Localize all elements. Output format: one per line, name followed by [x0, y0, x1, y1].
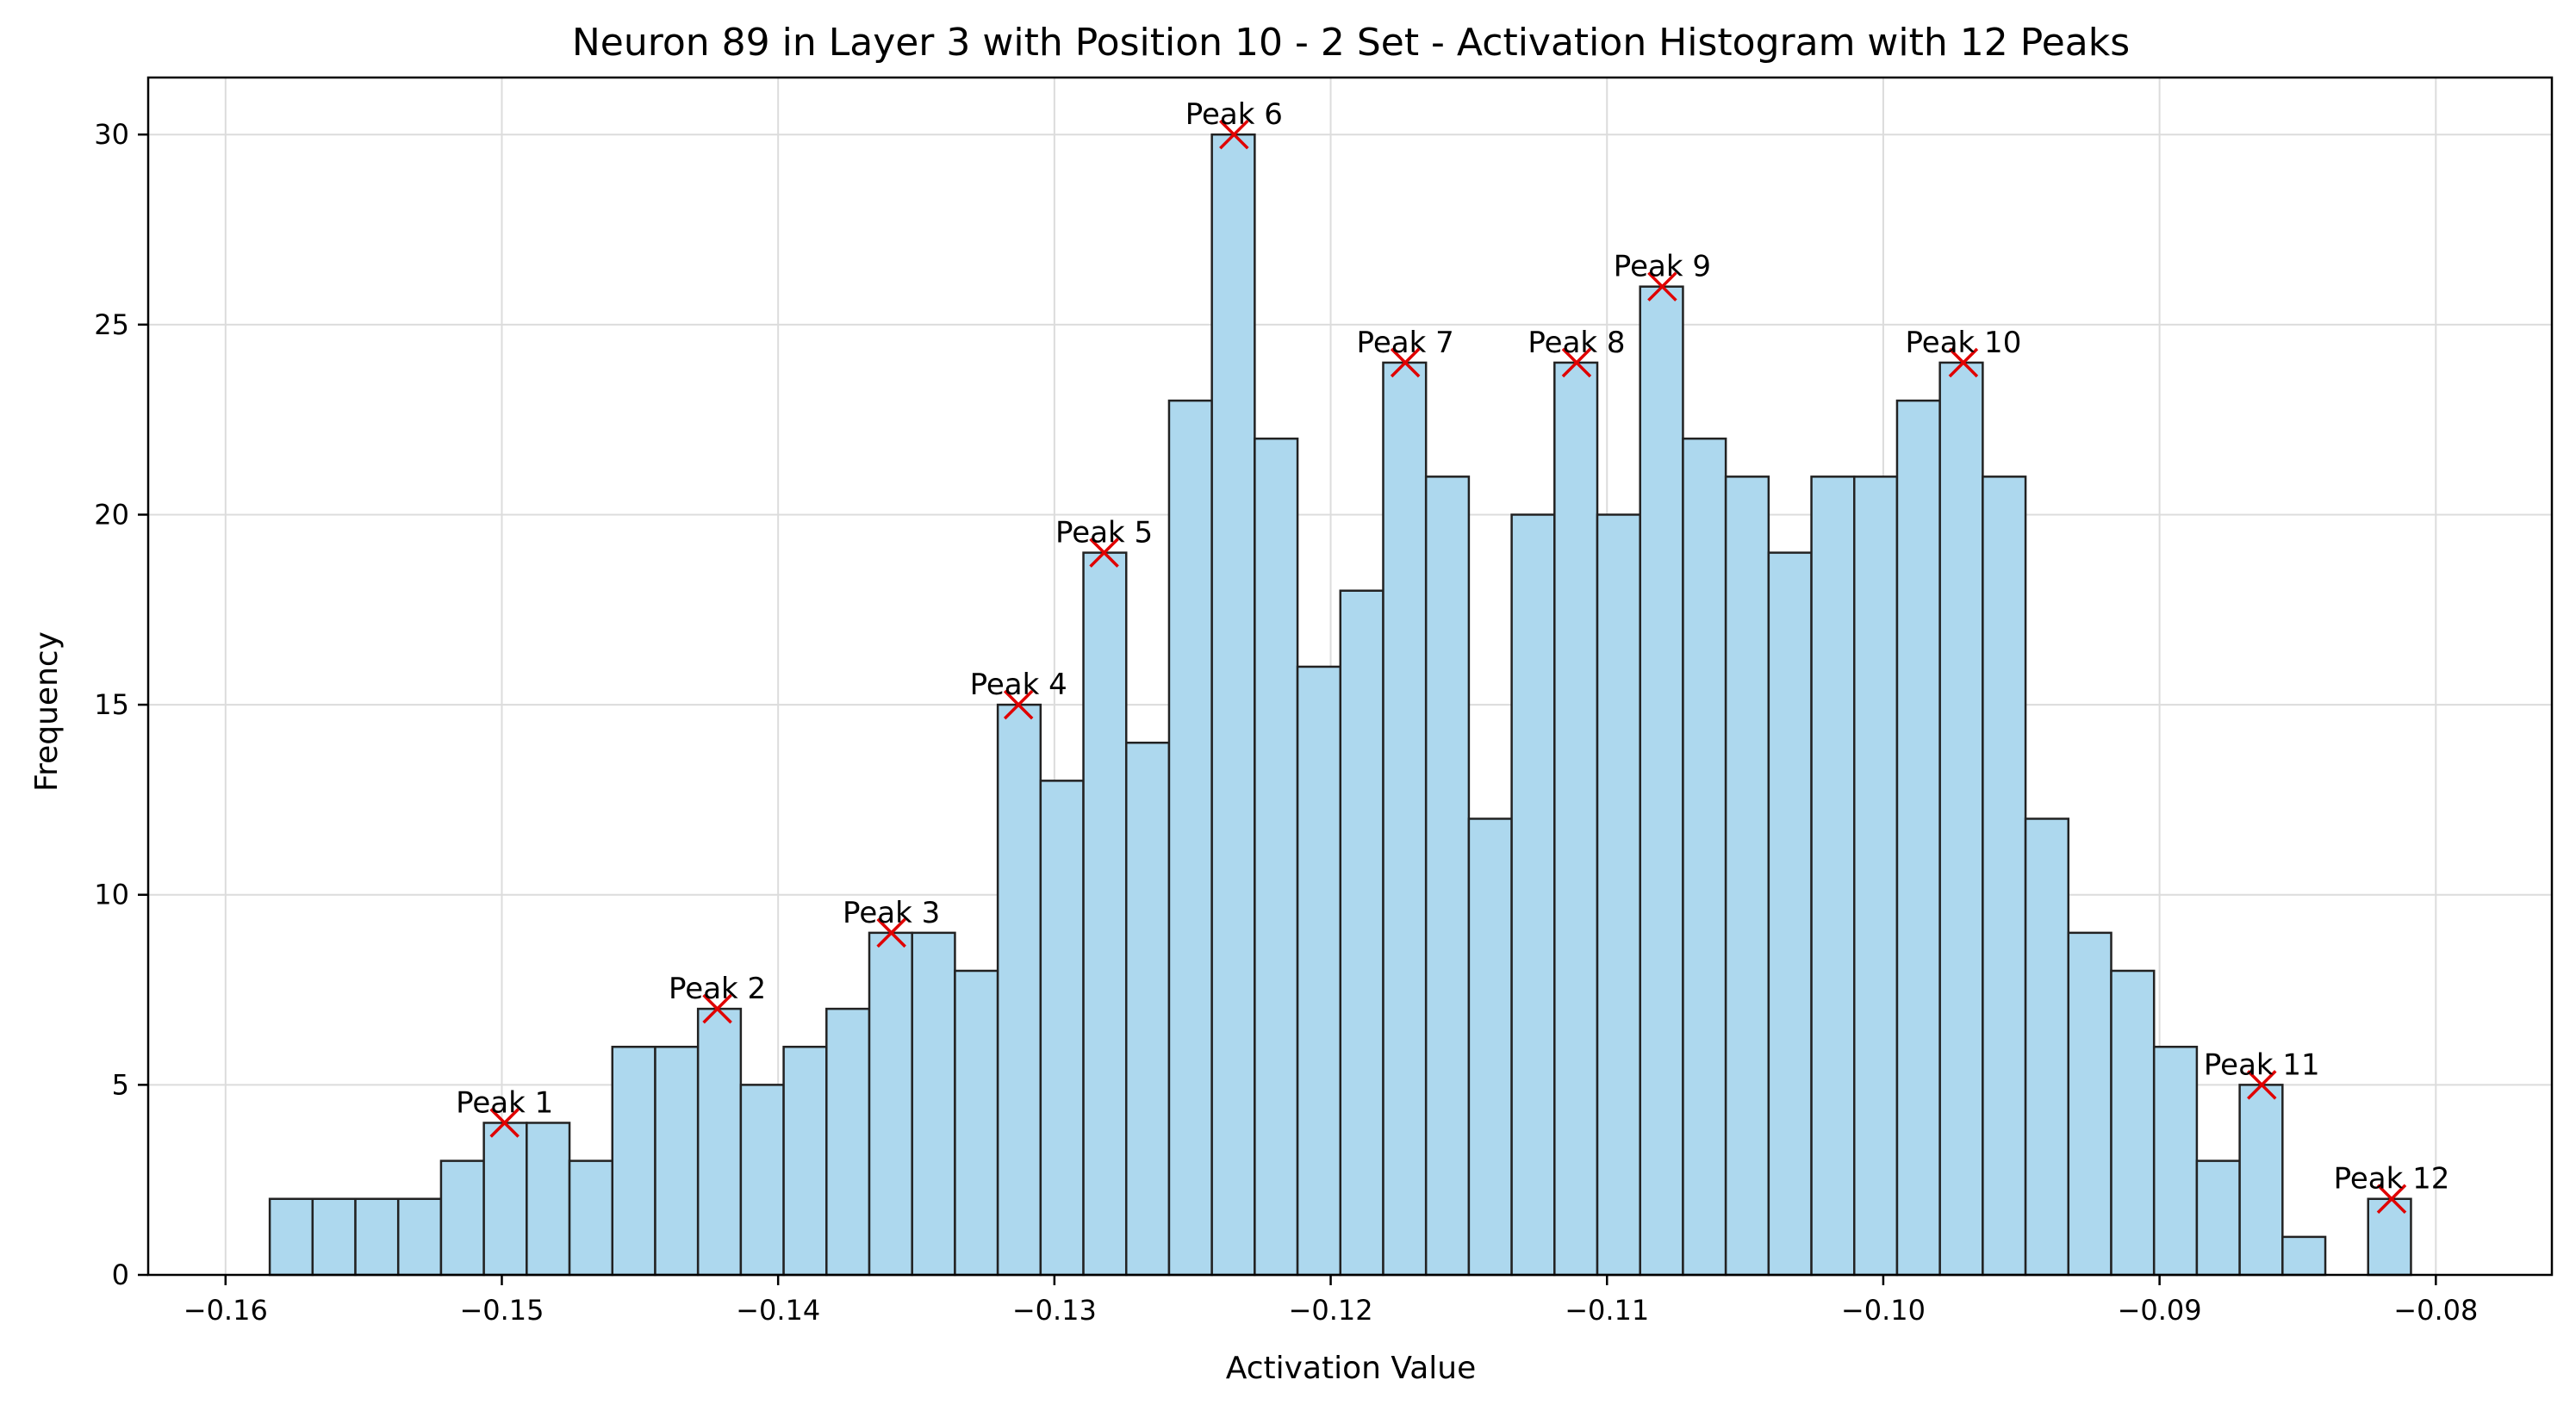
histogram-bar-32	[1596, 513, 1641, 1277]
histogram-bar-11	[696, 1007, 743, 1277]
histogram-bar-25	[1296, 665, 1342, 1277]
histogram-bar-41	[1982, 476, 2027, 1277]
x-tick-label-4: −0.12	[1289, 1294, 1373, 1327]
peak-label-6: Peak 6	[1185, 97, 1283, 132]
y-tick-label-6: 30	[94, 118, 129, 151]
peak-label-1: Peak 1	[456, 1085, 553, 1120]
plot-frame	[146, 76, 2554, 1277]
peak-marker-11	[2247, 1070, 2277, 1100]
peak-label-4: Peak 4	[970, 668, 1067, 702]
histogram-bar-19	[1039, 780, 1085, 1277]
histogram-bar-48	[2281, 1235, 2327, 1277]
peak-marker-2	[702, 993, 732, 1024]
x-tick-label-0: −0.16	[184, 1294, 268, 1327]
histogram-bar-36	[1767, 551, 1813, 1277]
histogram-bar-43	[2067, 931, 2112, 1277]
y-tick-label-1: 5	[112, 1068, 129, 1101]
histogram-bar-30	[1510, 513, 1556, 1277]
histogram-bar-47	[2238, 1084, 2284, 1277]
y-tick-label-2: 10	[94, 879, 129, 911]
histogram-bar-2	[311, 1197, 357, 1277]
histogram-bar-17	[954, 969, 999, 1277]
histogram-bar-31	[1553, 361, 1599, 1277]
histogram-bar-35	[1724, 476, 1770, 1277]
peak-marker-4	[1003, 689, 1034, 720]
histogram-bar-46	[2195, 1159, 2241, 1277]
histogram-bar-14	[825, 1007, 871, 1277]
x-tick-label-3: −0.13	[1012, 1294, 1097, 1327]
histogram-bar-5	[439, 1159, 485, 1277]
histogram-bar-39	[1895, 399, 1941, 1277]
histogram-bar-7	[526, 1122, 571, 1277]
histogram-bar-4	[396, 1197, 443, 1277]
peak-marker-8	[1561, 347, 1592, 378]
y-tick-label-4: 20	[94, 498, 129, 531]
x-tick-label-2: −0.14	[736, 1294, 820, 1327]
histogram-bar-6	[482, 1122, 528, 1277]
peak-label-8: Peak 8	[1528, 326, 1625, 360]
peak-marker-9	[1647, 271, 1677, 301]
peak-marker-12	[2376, 1184, 2407, 1214]
histogram-bar-24	[1254, 437, 1299, 1277]
x-tick-label-8: −0.08	[2393, 1294, 2478, 1327]
peak-label-7: Peak 7	[1357, 326, 1454, 360]
histogram-bar-10	[654, 1045, 700, 1277]
peak-marker-3	[876, 917, 906, 948]
histogram-bar-26	[1339, 589, 1384, 1277]
histogram-bar-21	[1124, 741, 1171, 1277]
histogram-bar-15	[868, 931, 913, 1277]
peak-markers: Peak 1 Peak 2 Peak 3 Peak 4 Peak 5 Peak 6 Peak…	[456, 97, 2450, 1214]
y-tick-label-5: 25	[94, 308, 129, 341]
x-tick-label-7: −0.09	[2118, 1294, 2202, 1327]
histogram-bar-9	[611, 1045, 656, 1277]
histogram-bar-27	[1382, 361, 1428, 1277]
x-tick-label-6: −0.10	[1841, 1294, 1926, 1327]
peak-label-10: Peak 10	[1906, 326, 2022, 360]
histogram-bar-28	[1424, 476, 1471, 1277]
histogram-bar-1	[268, 1197, 314, 1277]
histogram-bar-20	[1082, 551, 1128, 1277]
peak-label-11: Peak 11	[2204, 1047, 2320, 1082]
histogram-bar-22	[1167, 399, 1213, 1277]
x-tick-label-5: −0.11	[1565, 1294, 1649, 1327]
x-axis-ticks: −0.16 −0.15 −0.14 −0.13 −0.12 −0.11 −0.10 −0.09…	[184, 1275, 2478, 1327]
x-axis-title: Activation Value	[1226, 1351, 1477, 1386]
peak-label-5: Peak 5	[1055, 516, 1153, 550]
histogram-bar-33	[1639, 285, 1684, 1277]
peak-marker-7	[1390, 347, 1421, 378]
histogram-bar-40	[1938, 361, 1984, 1277]
histogram-bar-29	[1467, 817, 1513, 1277]
histogram-bar-42	[2024, 817, 2070, 1277]
histogram-bar-12	[739, 1084, 785, 1277]
histogram-bar-23	[1210, 133, 1256, 1277]
histogram-bar-45	[2152, 1045, 2199, 1277]
histogram-bars	[268, 133, 2412, 1277]
peak-marker-10	[1948, 347, 1979, 378]
histogram-bar-37	[1810, 476, 1856, 1277]
peak-marker-5	[1089, 538, 1119, 568]
histogram-bar-3	[354, 1197, 400, 1277]
y-tick-label-3: 15	[94, 688, 129, 721]
y-axis-title: Frequency	[29, 631, 65, 792]
peak-label-12: Peak 12	[2334, 1162, 2450, 1197]
histogram-bar-8	[568, 1159, 614, 1277]
peak-label-9: Peak 9	[1614, 250, 1711, 284]
histogram-bar-44	[2110, 969, 2156, 1277]
peak-marker-1	[489, 1108, 520, 1138]
peak-marker-6	[1219, 119, 1249, 150]
peak-label-3: Peak 3	[843, 896, 940, 930]
histogram-bar-34	[1682, 437, 1727, 1277]
y-tick-label-0: 0	[112, 1259, 129, 1291]
histogram-bar-16	[911, 931, 956, 1277]
x-tick-label-1: −0.15	[459, 1294, 544, 1327]
peak-label-2: Peak 2	[669, 972, 766, 1006]
histogram-bar-13	[782, 1045, 828, 1277]
y-axis-ticks: 0 5 10 15 20 25 30	[94, 118, 148, 1291]
chart-title: Neuron 89 in Layer 3 with Position 10 - …	[572, 21, 2130, 65]
histogram-bar-18	[996, 703, 1042, 1277]
histogram-bar-38	[1853, 476, 1899, 1277]
